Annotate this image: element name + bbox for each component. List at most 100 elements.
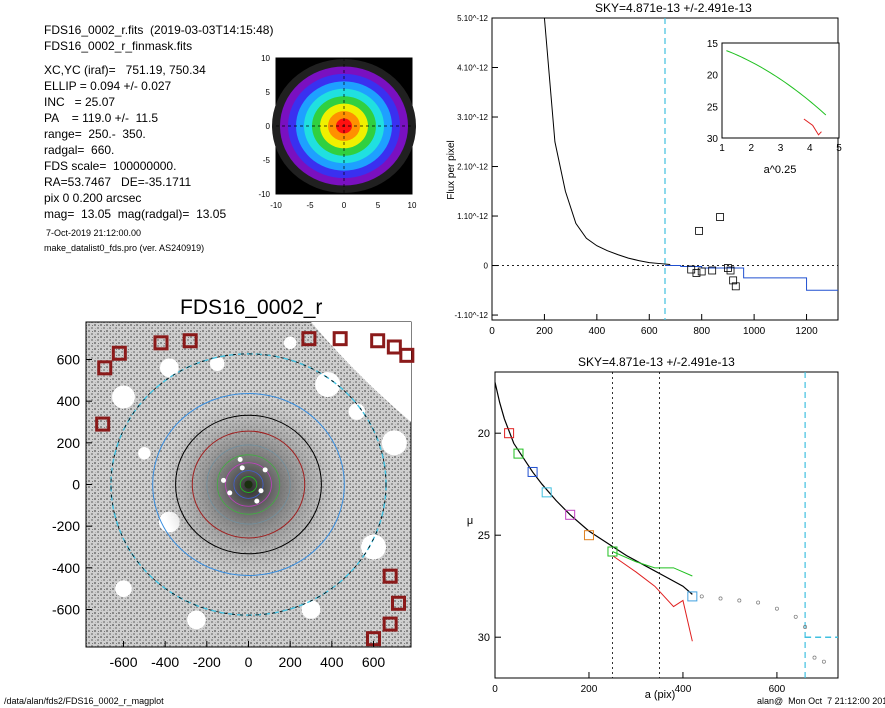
profile-red-line [612, 555, 693, 642]
profile-title: SKY=4.871e-13 +/-2.491e-13 [578, 355, 735, 369]
param-line: range= 250.- 350. [44, 127, 146, 141]
image-title: FDS16_0002_r [180, 296, 323, 319]
image-xtick-label: 200 [278, 654, 302, 670]
mask-hole [381, 430, 407, 456]
mask-hole [159, 358, 179, 378]
header-line-2: FDS16_0002_r_finmask.fits [44, 39, 193, 53]
flux-outlier-square [716, 213, 724, 221]
thumb-xtick-label: 5 [376, 201, 381, 210]
mask-hole [209, 356, 225, 371]
param-line: INC = 25.07 [44, 95, 116, 109]
flux-ytick-label: 3.10^-12 [457, 113, 488, 122]
image-ytick-label: 200 [57, 435, 81, 451]
masked-dot [258, 488, 264, 494]
profile-fit-box [513, 448, 524, 459]
inset-ytick-label: 25 [707, 102, 719, 113]
profile-sky-dot [756, 600, 761, 605]
param-line: mag= 13.05 mag(radgal)= 13.05 [44, 207, 227, 221]
inset-xticks: 1 2 3 4 5 [719, 143, 842, 154]
mask-hole [315, 372, 341, 397]
profile-sky-dot [812, 655, 817, 660]
profile-sky-dot [737, 598, 742, 603]
profile-sky-dot [774, 606, 779, 611]
param-line: radgal= 660. [44, 143, 115, 157]
flux-xtick-label: 1200 [795, 326, 818, 337]
param-line: RA=53.7467 DE=-35.1711 [44, 175, 192, 189]
profile-ytick-label: 20 [478, 428, 490, 440]
param-line: ELLIP = 0.094 +/- 0.027 [44, 79, 172, 93]
thumb-ytick-label: -5 [263, 156, 271, 165]
star-mask-marker [111, 345, 127, 361]
flux-outlier-square [726, 266, 735, 275]
thumb-ytick-label: -10 [258, 190, 270, 199]
flux-outlier-squares [687, 213, 740, 291]
mask-hole [138, 447, 151, 460]
profile-boxes [504, 428, 698, 602]
mask-corner [311, 322, 411, 422]
flux-outlier-square [729, 276, 738, 285]
image-ytick-label: 400 [57, 393, 81, 409]
image-xtick-label: 400 [320, 654, 344, 670]
mask-hole [115, 580, 132, 597]
inset-xtick-label: 3 [778, 143, 784, 154]
profile-xtick-label: 600 [769, 684, 786, 695]
profile-ytick-label: 25 [478, 530, 490, 542]
masked-dot [239, 465, 245, 471]
thumb-xtick-label: -5 [306, 201, 314, 210]
program-label: make_datalist0_fds.pro (ver. AS240919) [44, 243, 205, 253]
inset-xtick-label: 1 [719, 143, 725, 154]
image-xtick-label: 600 [362, 654, 386, 670]
star-mask-marker [382, 616, 398, 632]
mask-hole [112, 385, 135, 409]
inset-lines [726, 50, 827, 136]
star-mask-marker [386, 339, 402, 355]
star-mask-marker [370, 333, 386, 349]
star-mask-marker [399, 347, 415, 363]
profile-ytick-label: 30 [478, 632, 490, 644]
inset-frame [721, 42, 840, 139]
inset-xlabel: a^0.25 [764, 164, 797, 176]
mask-hole [283, 336, 297, 350]
flux-ytick-label: 5.10^-12 [457, 14, 488, 23]
image-yticks: 600 400 200 0 -200 -400 -600 [52, 352, 92, 618]
star-mask-marker [391, 595, 406, 611]
profile-fit-box [541, 487, 552, 498]
image-ytick-label: -400 [52, 560, 80, 576]
flux-outlier-square [708, 266, 717, 275]
param-line: FDS scale= 100000000. [44, 159, 177, 173]
inset-xtick-label: 2 [748, 143, 754, 154]
isophote-ellipse [239, 476, 258, 493]
masked-dot [237, 457, 243, 462]
flux-outlier-square [695, 226, 703, 235]
thumb-yticks: 10 5 0 -5 -10 [258, 54, 270, 199]
flux-xtick-label: 1000 [743, 326, 766, 337]
mask-hole [187, 610, 206, 630]
flux-yticks: 5.10^-12 4.10^-12 3.10^-12 2.10^-12 1.10^-12… [454, 14, 498, 320]
thumb-xtick-label: -10 [270, 201, 282, 210]
inset-xtick-label: 5 [836, 143, 842, 154]
inset-red-line [803, 118, 822, 136]
profile-ylabel: μ [467, 515, 473, 527]
image-xticks: -600 -400 -200 0 200 400 600 [109, 641, 385, 670]
flux-ytick-label: 0 [484, 262, 489, 271]
inset-green-line [726, 50, 827, 116]
profile-fit-box [607, 546, 618, 557]
star-mask-marker [382, 568, 398, 584]
flux-ytick-label: 2.10^-12 [457, 163, 488, 172]
isophote-ellipse [216, 454, 281, 515]
profile-fit-box [565, 509, 576, 520]
isophote-ellipse [110, 353, 387, 616]
flux-xtick-label: 400 [589, 326, 606, 337]
flux-profile-line [543, 17, 671, 266]
profile-sky-dot [803, 625, 808, 629]
image-xtick-label: 0 [245, 654, 253, 670]
profile-xticks: 0 200 400 600 [492, 672, 786, 695]
thumb-ytick-label: 0 [266, 122, 271, 131]
flux-sky-step-line [665, 265, 838, 291]
inset-ytick-label: 15 [707, 39, 719, 50]
mask-hole [361, 534, 386, 560]
galaxy-image-panel: -600 -400 -200 0 200 400 600 600 400 200 0 -200 -40… [52, 321, 415, 670]
flux-outlier-square [724, 264, 732, 272]
isophote-ellipse [175, 414, 322, 555]
